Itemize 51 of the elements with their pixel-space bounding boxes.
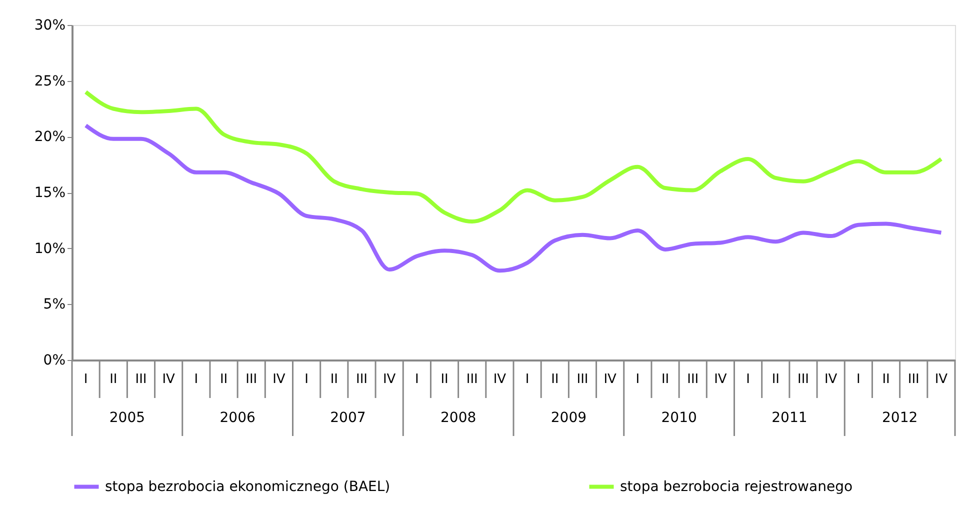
x-tick-label: II <box>440 372 448 387</box>
text: 2009 <box>550 410 587 426</box>
x-tick-label: III <box>908 372 920 387</box>
x-tick-label: III <box>356 372 368 387</box>
y-tick-label: 10% <box>34 240 66 257</box>
text: 2005 <box>109 410 146 426</box>
y-tick-label: 25% <box>34 73 66 90</box>
x-tick-label: I <box>746 372 750 387</box>
text: 2006 <box>220 410 256 426</box>
x-tick-label: II <box>772 372 780 387</box>
x-tick-label: III <box>135 372 147 387</box>
x-tick-label: III <box>687 372 699 387</box>
x-tick-label: II <box>661 372 670 387</box>
x-tick-label: I <box>84 372 88 387</box>
x-tick-label: II <box>110 372 118 387</box>
legend-label: stopa bezrobocia rejestrowanego <box>620 478 853 495</box>
x-tick-label: II <box>551 372 559 387</box>
y-tick-label: 15% <box>34 185 66 201</box>
x-tick-label: II <box>220 372 228 387</box>
line-series <box>84 90 944 224</box>
x-tick-label: I <box>304 372 308 387</box>
x-tick-label: III <box>246 372 258 387</box>
x-tick-label: IV <box>714 372 727 387</box>
x-tick-label: IV <box>162 372 176 387</box>
x-tick-label: IV <box>824 372 838 387</box>
y-tick-label: 20% <box>34 129 66 146</box>
text: 2010 <box>661 410 697 426</box>
y-tick-label: 5% <box>43 296 66 313</box>
x-tick-label: I <box>194 372 198 387</box>
y-tick-label: 30% <box>34 18 66 34</box>
text: 2012 <box>882 410 918 426</box>
x-tick-label: I <box>856 372 860 387</box>
x-tick-label: I <box>525 372 530 387</box>
x-tick-label: IV <box>604 372 617 387</box>
x-tick-label: I <box>636 372 640 387</box>
legend-label: stopa bezrobocia ekonomicznego (BAEL) <box>105 478 390 495</box>
x-tick-label: II <box>882 372 890 387</box>
x-tick-label: III <box>576 372 588 387</box>
text: 2007 <box>330 410 366 426</box>
x-tick-label: I <box>415 372 419 387</box>
x-tick-label: II <box>330 372 338 387</box>
x-tick-label: III <box>466 372 478 387</box>
text: 2008 <box>440 410 476 426</box>
x-tick-label: IV <box>934 372 948 387</box>
x-tick-label: III <box>797 372 809 387</box>
x-tick-label: IV <box>382 372 396 387</box>
y-tick-label: 0% <box>43 352 66 368</box>
line-series <box>84 124 944 273</box>
x-tick-label: IV <box>493 372 506 387</box>
text: 2011 <box>772 410 808 426</box>
x-tick-label: IV <box>272 372 286 387</box>
